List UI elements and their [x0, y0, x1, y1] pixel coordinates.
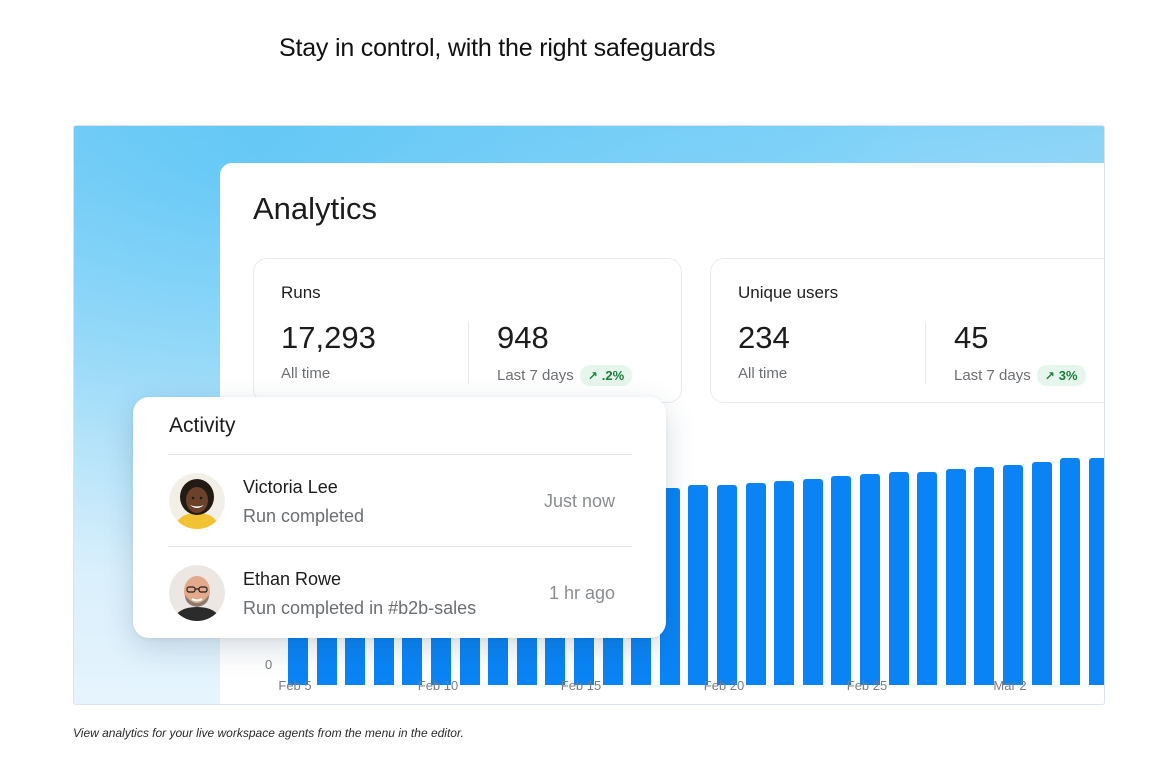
users-change-badge: ↗ 3%: [1036, 365, 1086, 386]
activity-divider: [168, 546, 632, 547]
chart-bar: [1088, 457, 1104, 685]
users-all-time-label: All time: [738, 365, 788, 382]
runs-card-title: Runs: [281, 283, 321, 302]
activity-user-name: Ethan Rowe: [243, 569, 342, 589]
runs-all-time-label: All time: [281, 365, 331, 382]
activity-description: Run completed in #b2b-sales: [243, 598, 477, 618]
chart-bar: [917, 471, 938, 685]
users-recent: 45 Last 7 days ↗ 3%: [954, 321, 1086, 386]
chart-bar: [745, 483, 766, 685]
x-tick-label: Feb 15: [560, 678, 602, 693]
runs-divider: [468, 322, 469, 384]
runs-recent-value: 948: [497, 320, 549, 355]
avatar-woman-icon: [169, 473, 225, 529]
users-recent-value: 45: [954, 320, 989, 355]
chart-bar: [831, 476, 852, 685]
runs-change-value: .2%: [601, 368, 625, 383]
activity-time: 1 hr ago: [548, 583, 615, 603]
chart-bar: [1031, 462, 1052, 685]
unique-users-card: Unique users 234 All time 45 Last 7 days…: [710, 258, 1104, 403]
chart-bar: [860, 473, 880, 685]
trend-up-arrow-icon: ↗: [587, 368, 598, 383]
users-all-time: 234 All time: [738, 320, 790, 383]
runs-all-time-value: 17,293: [281, 320, 376, 355]
x-tick-label: Feb 5: [278, 678, 312, 693]
activity-user-name: Victoria Lee: [243, 477, 338, 497]
runs-all-time: 17,293 All time: [281, 320, 376, 383]
chart-bar: [1003, 464, 1023, 685]
runs-card: Runs 17,293 All time 948 Last 7 days ↗ .…: [253, 258, 682, 403]
users-all-time-value: 234: [738, 320, 790, 355]
activity-divider: [168, 454, 632, 455]
x-tick-label: Feb 25: [846, 678, 888, 693]
caption: View analytics for your live workspace a…: [73, 726, 464, 740]
chart-bar: [774, 480, 795, 685]
runs-recent: 948 Last 7 days ↗ .2%: [497, 320, 633, 386]
activity-item[interactable]: Ethan Rowe Run completed in #b2b-sales 1…: [168, 547, 632, 639]
activity-description: Run completed: [243, 506, 365, 526]
unique-users-card-title: Unique users: [738, 283, 839, 302]
chart-bar: [802, 478, 823, 685]
users-change-value: 3%: [1058, 368, 1078, 383]
runs-change-badge: ↗ .2%: [579, 365, 633, 386]
y-tick-zero: 0: [265, 657, 273, 672]
trend-up-arrow-icon: ↗: [1044, 368, 1055, 383]
chart-bar: [717, 485, 737, 685]
users-divider: [925, 322, 926, 384]
chart-bar: [974, 466, 995, 685]
runs-recent-label: Last 7 days: [497, 367, 574, 384]
users-recent-label: Last 7 days: [954, 367, 1031, 384]
chart-bar: [888, 471, 909, 685]
activity-item[interactable]: Victoria Lee Run completed Just now: [168, 455, 632, 547]
x-tick-label: Mar 2: [993, 678, 1027, 693]
analytics-title: Analytics: [253, 191, 378, 226]
x-tick-label: Feb 10: [417, 678, 459, 693]
headline: Stay in control, with the right safeguar…: [279, 34, 716, 62]
avatar-man-icon: [169, 565, 225, 621]
chart-bar: [1060, 457, 1081, 685]
activity-title: Activity: [169, 414, 236, 437]
chart-bar: [688, 485, 709, 685]
activity-card: Activity Victoria Lee Run completed Just…: [133, 397, 666, 638]
activity-time: Just now: [543, 491, 615, 511]
chart-bar: [945, 469, 966, 685]
x-tick-label: Feb 20: [703, 678, 745, 693]
